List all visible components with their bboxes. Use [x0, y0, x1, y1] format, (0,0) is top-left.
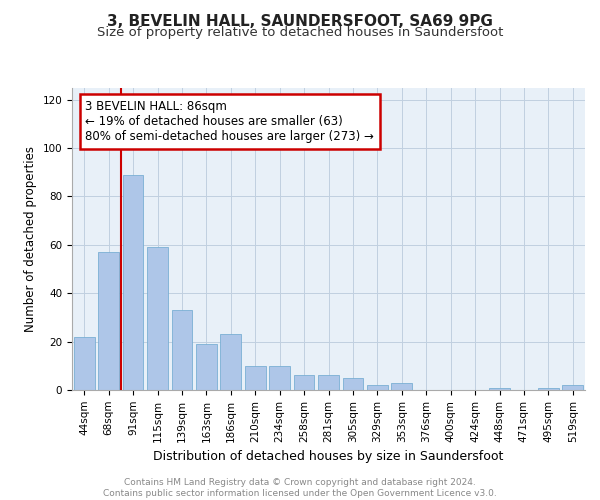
Text: 3, BEVELIN HALL, SAUNDERSFOOT, SA69 9PG: 3, BEVELIN HALL, SAUNDERSFOOT, SA69 9PG — [107, 14, 493, 29]
Bar — [122, 174, 143, 390]
Bar — [391, 382, 412, 390]
Bar — [245, 366, 266, 390]
Y-axis label: Number of detached properties: Number of detached properties — [24, 146, 37, 332]
Bar — [74, 337, 95, 390]
Bar — [220, 334, 241, 390]
Text: Size of property relative to detached houses in Saundersfoot: Size of property relative to detached ho… — [97, 26, 503, 39]
Bar — [172, 310, 193, 390]
Text: 3 BEVELIN HALL: 86sqm
← 19% of detached houses are smaller (63)
80% of semi-deta: 3 BEVELIN HALL: 86sqm ← 19% of detached … — [85, 100, 374, 142]
Bar — [367, 385, 388, 390]
Bar — [489, 388, 510, 390]
Bar — [98, 252, 119, 390]
X-axis label: Distribution of detached houses by size in Saundersfoot: Distribution of detached houses by size … — [154, 450, 503, 463]
Text: Contains HM Land Registry data © Crown copyright and database right 2024.
Contai: Contains HM Land Registry data © Crown c… — [103, 478, 497, 498]
Bar — [538, 388, 559, 390]
Bar — [269, 366, 290, 390]
Bar — [293, 376, 314, 390]
Bar — [343, 378, 364, 390]
Bar — [318, 376, 339, 390]
Bar — [196, 344, 217, 390]
Bar — [562, 385, 583, 390]
Bar — [147, 247, 168, 390]
